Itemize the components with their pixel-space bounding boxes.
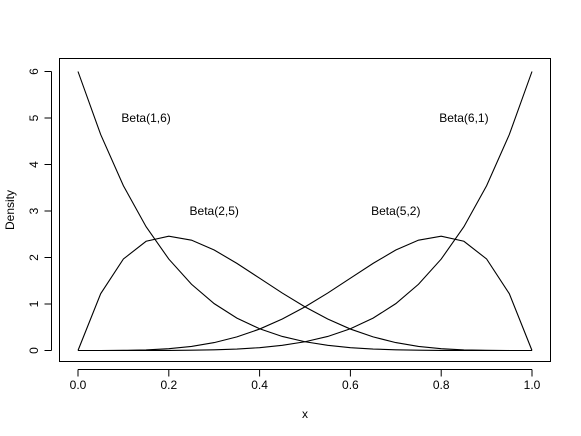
x-tick-label: 0.0	[70, 378, 87, 392]
annotation-label: Beta(2,5)	[190, 204, 239, 218]
curve-annotations: Beta(1,6) Beta(2,5) Beta(5,2) Beta(6,1)	[121, 111, 488, 218]
series-line-beta-5-2	[77, 235, 533, 352]
x-tick-label: 0.6	[342, 378, 359, 392]
y-tick-label: 2	[27, 254, 41, 261]
plot-frame	[59, 58, 551, 362]
y-tick-label: 5	[27, 114, 41, 121]
annotation-label: Beta(5,2)	[371, 204, 420, 218]
y-tick-label: 4	[27, 161, 41, 168]
y-tick-label: 0	[27, 347, 41, 354]
y-tick-label: 1	[27, 300, 41, 307]
series-line-beta-6-1	[78, 71, 533, 352]
x-tick-label: 0.2	[160, 378, 177, 392]
x-axis: 0.0 0.2 0.4 0.6 0.8 1.0	[70, 369, 541, 392]
x-axis-title: x	[302, 407, 308, 421]
x-tick-label: 1.0	[524, 378, 541, 392]
annotation-label: Beta(6,1)	[439, 111, 488, 125]
y-tick-label: 3	[27, 207, 41, 214]
series-line-beta-2-5	[77, 235, 533, 352]
annotation-label: Beta(1,6)	[121, 111, 170, 125]
y-tick-label: 6	[27, 68, 41, 75]
x-tick-label: 0.8	[433, 378, 450, 392]
x-tick-label: 0.4	[251, 378, 268, 392]
y-axis: 0 1 2 3 4 5 6	[27, 68, 52, 354]
series-curves	[77, 71, 533, 352]
y-axis-title: Density	[3, 190, 17, 230]
